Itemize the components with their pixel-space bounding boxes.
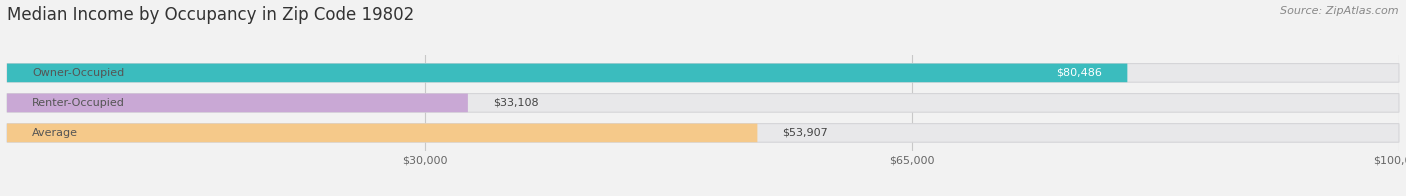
Text: $33,108: $33,108 [494,98,538,108]
Text: Source: ZipAtlas.com: Source: ZipAtlas.com [1281,6,1399,16]
Text: Average: Average [32,128,79,138]
Text: $80,486: $80,486 [1056,68,1102,78]
FancyBboxPatch shape [7,64,1128,82]
FancyBboxPatch shape [7,94,468,112]
Text: Median Income by Occupancy in Zip Code 19802: Median Income by Occupancy in Zip Code 1… [7,6,415,24]
Text: Renter-Occupied: Renter-Occupied [32,98,125,108]
FancyBboxPatch shape [7,64,1399,82]
Text: Owner-Occupied: Owner-Occupied [32,68,124,78]
Text: $53,907: $53,907 [782,128,828,138]
FancyBboxPatch shape [7,94,1399,112]
FancyBboxPatch shape [7,124,1399,142]
FancyBboxPatch shape [7,124,758,142]
